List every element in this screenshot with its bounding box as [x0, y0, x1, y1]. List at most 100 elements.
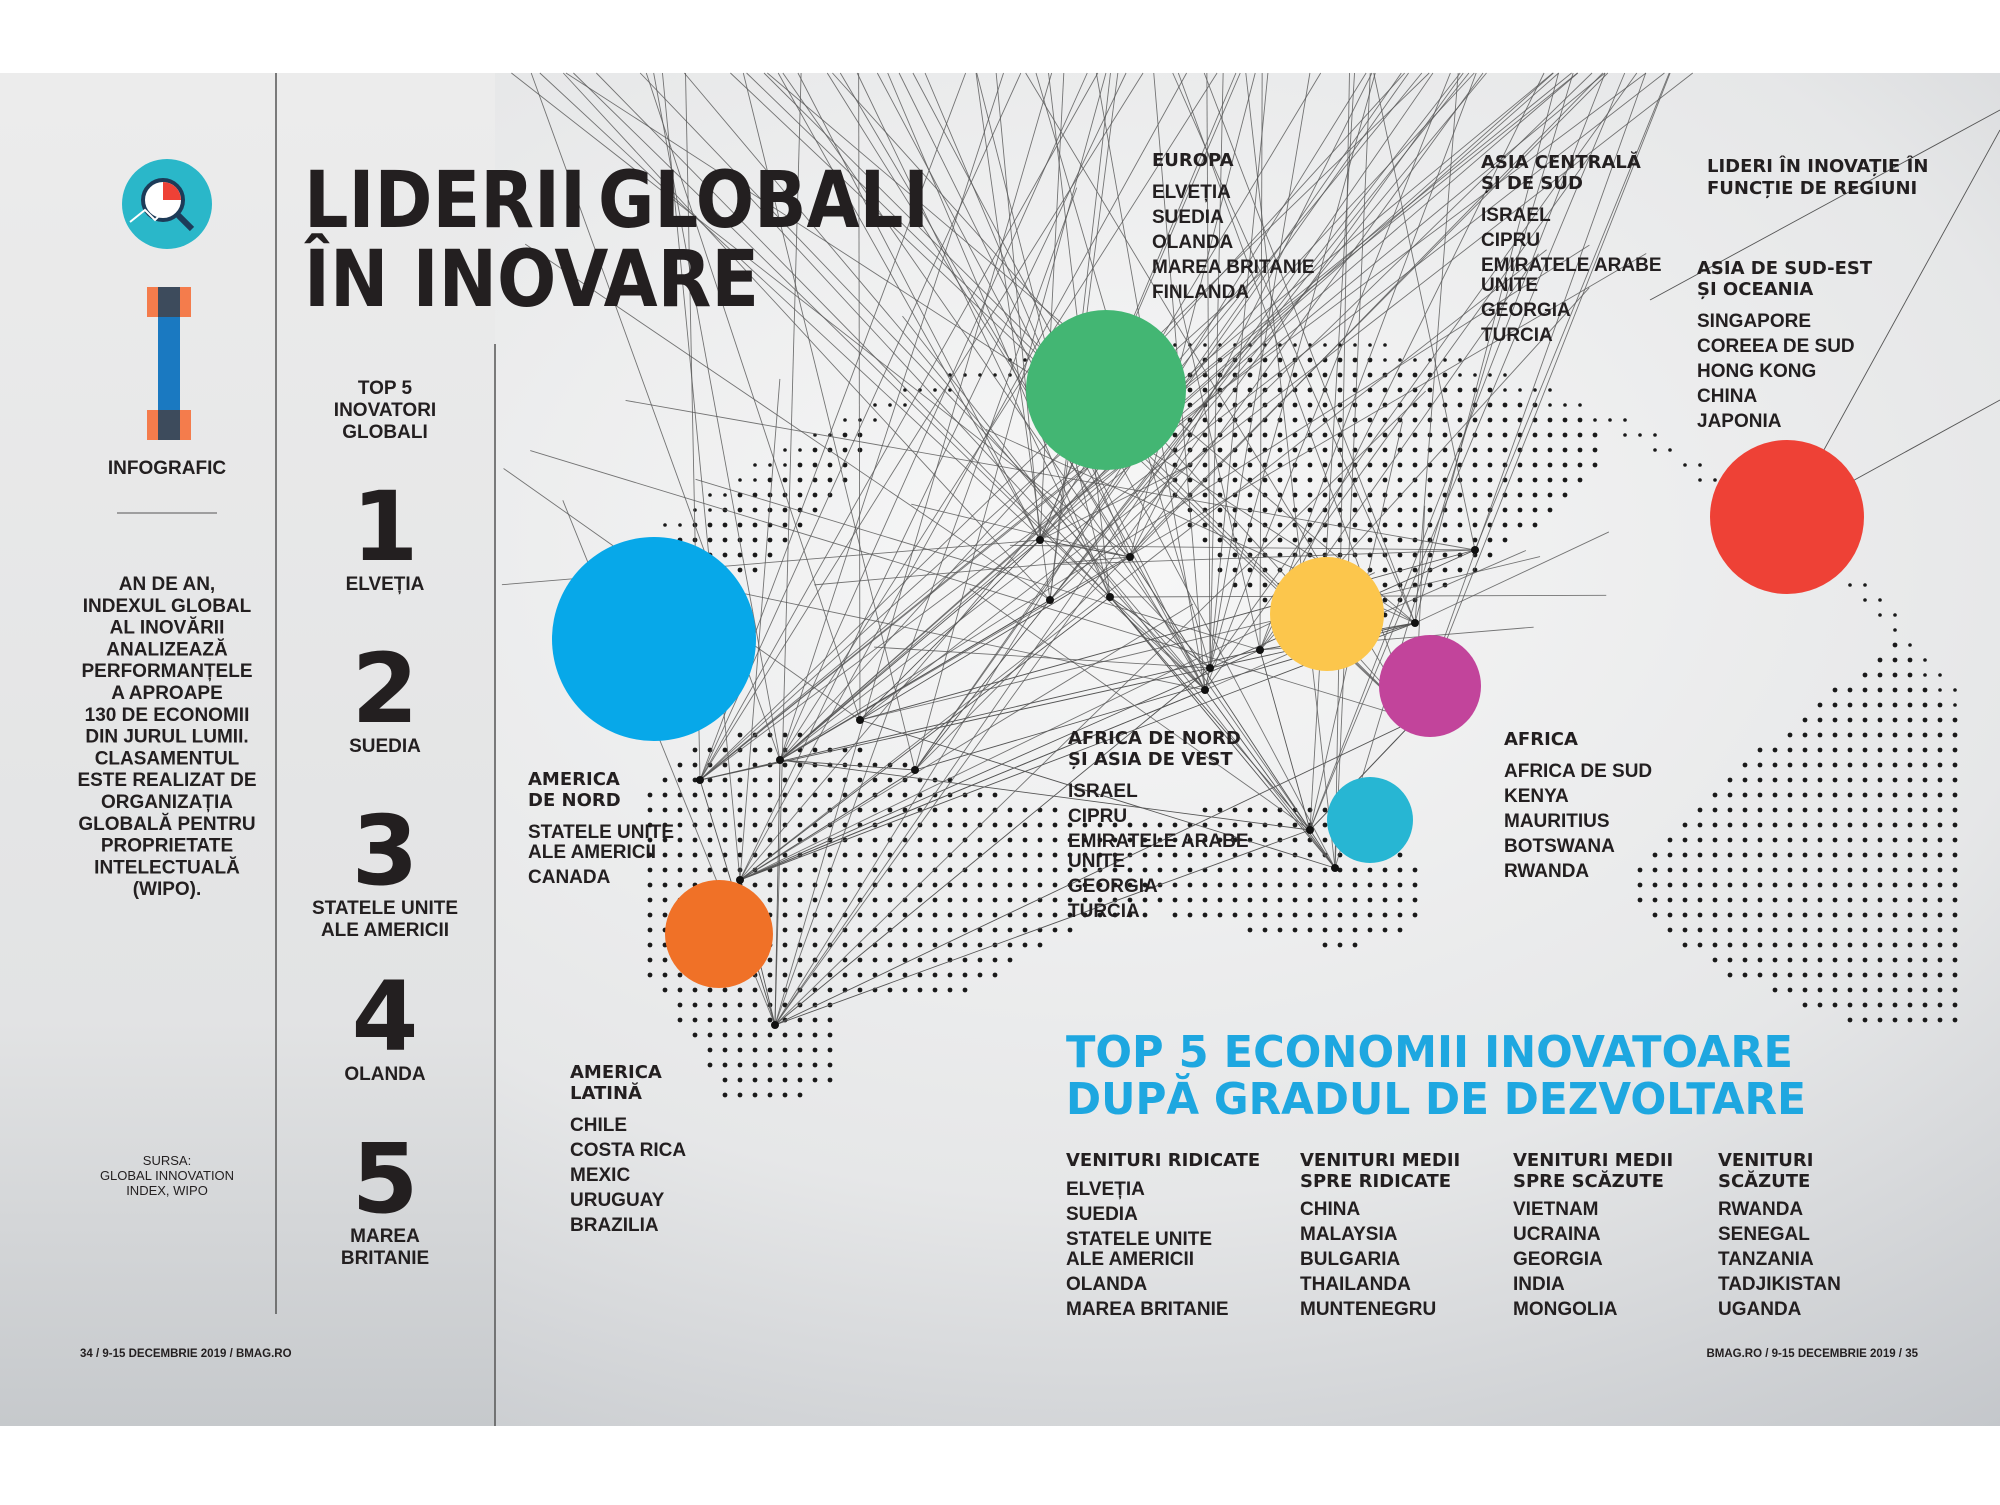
- globe-dot: [1862, 987, 1868, 993]
- network-line: [1414, 72, 1559, 624]
- globe-dot: [782, 1092, 788, 1098]
- globe-dot: [1742, 972, 1748, 978]
- column-country: BULGARIA: [1300, 1249, 1401, 1270]
- network-line: [1060, 549, 1476, 565]
- globe-dot: [1832, 807, 1838, 813]
- globe-dot: [1022, 867, 1028, 873]
- legend-title: LIDERI ÎN INOVAȚIE ÎN: [1707, 155, 1928, 177]
- globe-dot: [812, 837, 818, 843]
- globe-dot: [1682, 897, 1688, 903]
- globe-dot: [737, 792, 743, 798]
- globe-dot: [902, 807, 908, 813]
- globe-dot: [1922, 972, 1928, 978]
- globe-dot: [1457, 507, 1463, 513]
- globe-dot: [1697, 867, 1703, 873]
- globe-dot: [737, 1092, 743, 1098]
- globe-dot: [902, 987, 908, 993]
- globe-dot: [1727, 837, 1733, 843]
- globe-dot: [662, 852, 668, 858]
- globe-dot: [1097, 837, 1103, 843]
- globe-dot: [1022, 927, 1028, 933]
- network-line: [596, 72, 1111, 598]
- globe-dot: [647, 837, 653, 843]
- globe-dot: [1307, 927, 1313, 933]
- globe-dot: [1742, 762, 1748, 768]
- region-country: EMIRATELE ARABE: [1481, 255, 1662, 276]
- globe-dot: [1787, 882, 1793, 888]
- globe-dot: [1952, 867, 1958, 873]
- globe-dot: [1697, 882, 1703, 888]
- globe-dot: [872, 927, 878, 933]
- globe-dot: [1187, 387, 1193, 393]
- globe-dot: [1907, 882, 1913, 888]
- globe-dot: [1142, 867, 1148, 873]
- globe-dot: [1172, 897, 1178, 903]
- globe-dot: [1907, 657, 1913, 663]
- globe-dot: [782, 522, 788, 528]
- network-line: [1209, 72, 1311, 669]
- globe-dot: [692, 1017, 698, 1023]
- globe-dot: [917, 987, 923, 993]
- globe-dot: [1367, 912, 1373, 918]
- globe-dot: [1562, 432, 1568, 438]
- globe-dot: [1787, 747, 1793, 753]
- globe-dot: [1802, 867, 1808, 873]
- globe-dot: [1082, 897, 1088, 903]
- globe-dot: [1442, 387, 1448, 393]
- development-title: DUPĂ GRADUL DE DEZVOLTARE: [1066, 1072, 1806, 1125]
- globe-dot: [782, 777, 788, 783]
- globe-dot: [1142, 852, 1148, 858]
- globe-dot: [992, 897, 998, 903]
- globe-dot: [1667, 897, 1673, 903]
- globe-dot: [1892, 687, 1898, 693]
- globe-dot: [1217, 822, 1223, 828]
- globe-dot: [1638, 433, 1642, 437]
- globe-dot: [1817, 702, 1823, 708]
- network-line: [859, 719, 1336, 869]
- globe-dot: [797, 912, 803, 918]
- region-country: ELVEȚIA: [1152, 182, 1231, 203]
- globe-dot: [1112, 867, 1118, 873]
- globe-dot: [1322, 822, 1328, 828]
- network-line: [1334, 72, 1574, 869]
- region-country: MAREA BRITANIE: [1152, 257, 1315, 278]
- network-line: [779, 72, 1004, 761]
- globe-dot: [1202, 822, 1208, 828]
- globe-dot: [1907, 792, 1913, 798]
- globe-dot: [707, 1002, 713, 1008]
- globe-dot: [1907, 717, 1913, 723]
- globe-dot: [827, 852, 833, 858]
- globe-dot: [1517, 462, 1523, 468]
- globe-dot: [1307, 492, 1313, 498]
- network-line: [911, 503, 1131, 558]
- globe-dot: [1907, 897, 1913, 903]
- globe-dot: [977, 957, 983, 963]
- globe-dot: [1817, 777, 1823, 783]
- globe-dot: [1307, 882, 1313, 888]
- globe-dot: [1892, 837, 1898, 843]
- globe-dot: [1247, 897, 1253, 903]
- globe-dot: [1937, 987, 1943, 993]
- globe-dot: [1442, 432, 1448, 438]
- globe-dot: [902, 762, 908, 768]
- globe-dot: [1727, 882, 1733, 888]
- globe-dot: [767, 807, 773, 813]
- globe-dot: [1548, 388, 1552, 392]
- globe-dot: [1367, 402, 1373, 408]
- globe-dot: [1007, 927, 1013, 933]
- network-node: [1126, 553, 1134, 561]
- globe-dot: [1877, 702, 1883, 708]
- globe-dot: [798, 448, 802, 452]
- globe-dot: [752, 552, 758, 558]
- globe-dot: [1247, 807, 1253, 813]
- globe-dot: [767, 492, 773, 498]
- globe-dot: [1337, 417, 1343, 423]
- globe-dot: [1412, 387, 1418, 393]
- globe-dot: [1892, 852, 1898, 858]
- globe-dot: [1863, 583, 1867, 587]
- globe-dot: [1502, 432, 1508, 438]
- globe-dot: [1832, 927, 1838, 933]
- globe-dot: [1172, 912, 1178, 918]
- globe-dot: [1382, 477, 1388, 483]
